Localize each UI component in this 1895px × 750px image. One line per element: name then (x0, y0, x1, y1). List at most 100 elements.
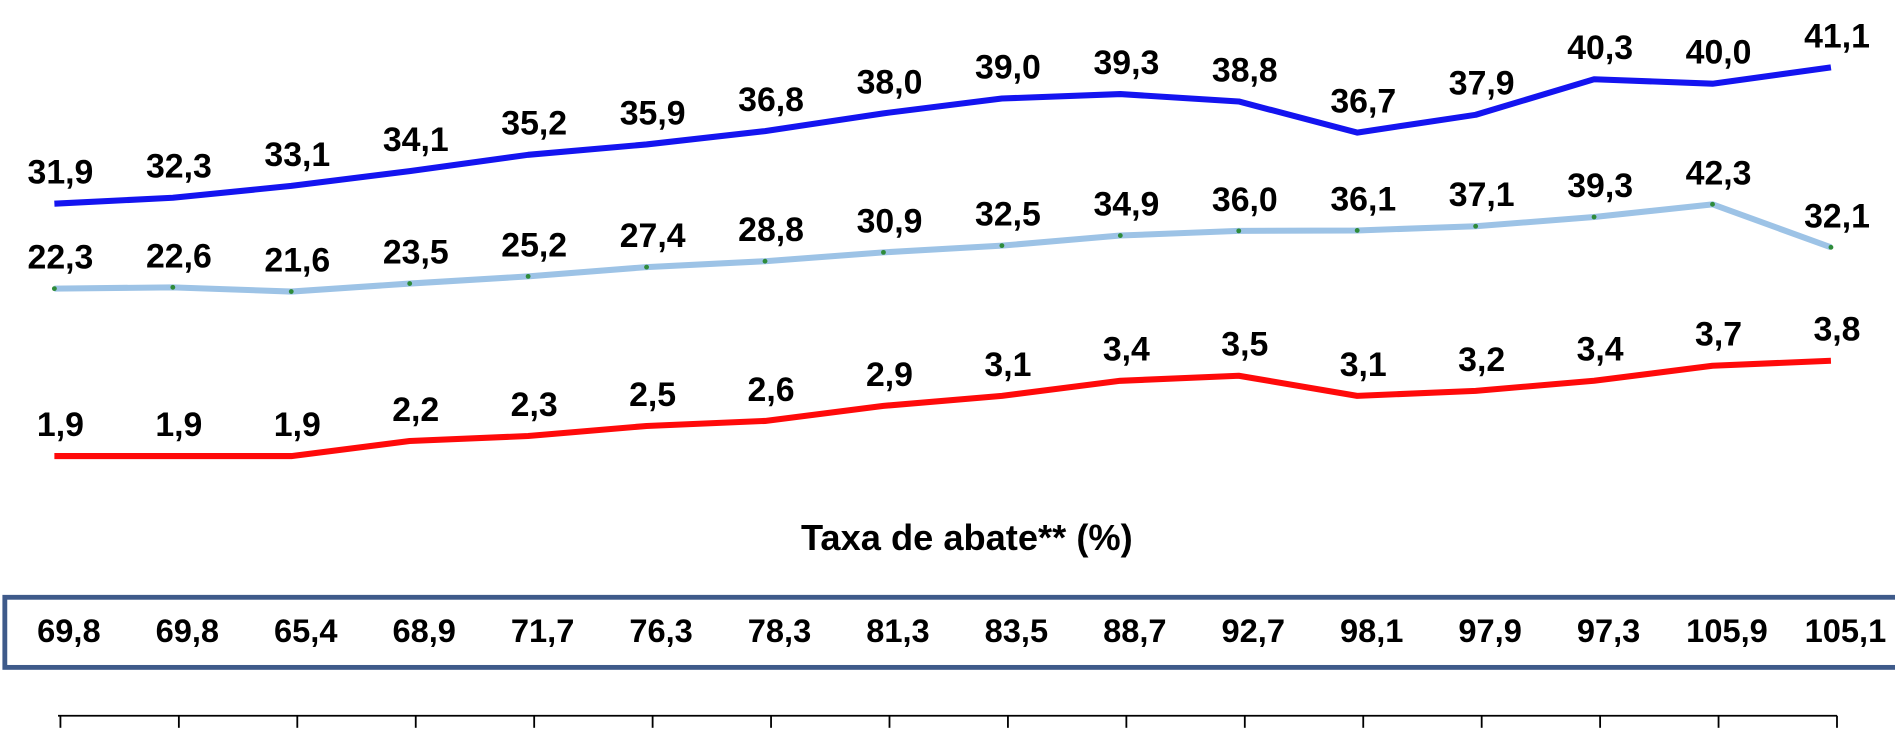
data-label: 39,3 (1093, 44, 1159, 82)
table-cell: 69,8 (156, 612, 220, 649)
data-label: 3,1 (984, 346, 1031, 384)
data-label: 1,9 (274, 406, 321, 444)
point-marker (288, 289, 294, 294)
table-cell: 88,7 (1103, 612, 1167, 649)
data-label: 36,8 (738, 81, 804, 119)
x-tick-label: 2016 (1682, 740, 1755, 745)
data-label: 2,5 (629, 376, 676, 414)
data-label: 31,9 (28, 154, 94, 192)
point-marker (1236, 228, 1242, 234)
data-label: 23,5 (383, 233, 449, 271)
table-title: Taxa de abate** (%) (801, 517, 1133, 558)
point-marker (1473, 223, 1479, 229)
x-tick-label: 2007 (616, 740, 689, 745)
data-label: 3,5 (1221, 326, 1268, 364)
data-label: 1,9 (155, 406, 202, 444)
data-label: 38,8 (1212, 51, 1278, 89)
series-line (54, 357, 1832, 460)
data-label: 38,0 (857, 63, 923, 101)
table-cell: 98,1 (1340, 612, 1404, 649)
data-label: 36,0 (1212, 181, 1278, 219)
table-cell: 71,7 (511, 612, 575, 649)
point-marker (1710, 201, 1715, 207)
point-marker (525, 273, 531, 279)
point-marker (170, 284, 176, 290)
data-label: 39,0 (975, 48, 1041, 86)
data-label: 37,1 (1449, 176, 1515, 214)
point-marker (999, 243, 1005, 249)
data-label: 37,9 (1449, 65, 1515, 103)
data-label: 36,1 (1330, 180, 1396, 218)
data-label: 2,3 (511, 386, 558, 424)
x-tick-label: 2013 (1327, 740, 1400, 745)
x-tick-label: 2004 (261, 740, 334, 745)
data-label: 33,1 (264, 136, 330, 174)
table-cell: 97,3 (1577, 612, 1641, 649)
data-label: 3,2 (1458, 341, 1505, 379)
table-cell: 97,9 (1458, 612, 1522, 649)
series-line (54, 201, 1832, 295)
series-line (54, 64, 1832, 207)
point-marker (1828, 244, 1834, 250)
table-cell: 105,9 (1686, 612, 1768, 649)
data-label: 35,2 (501, 105, 567, 143)
data-label: 27,4 (620, 217, 686, 255)
data-label: 34,1 (383, 121, 449, 159)
point-marker (762, 258, 768, 264)
x-tick-label: 2008 (735, 740, 808, 745)
point-marker (881, 249, 886, 255)
x-tick-label: 2002 (24, 740, 97, 745)
data-label: 3,8 (1813, 311, 1860, 349)
data-label: 36,7 (1330, 83, 1396, 121)
x-tick-label: 2010 (972, 740, 1045, 745)
data-label: 22,3 (28, 239, 94, 277)
x-tick-label: 2011 (1091, 740, 1162, 745)
table-cell: 78,3 (748, 612, 812, 649)
data-label: 3,4 (1103, 331, 1150, 369)
point-marker (644, 264, 649, 270)
table-cell: 76,3 (629, 612, 693, 649)
data-label: 2,6 (748, 371, 795, 409)
x-tick-label: 2006 (498, 740, 571, 745)
data-label: 40,0 (1686, 34, 1752, 72)
data-label: 30,9 (857, 202, 923, 240)
data-label: 1,9 (37, 406, 84, 444)
table-cell: 68,9 (392, 612, 456, 649)
x-tick-label: 2015 (1564, 740, 1637, 745)
data-label: 22,6 (146, 237, 212, 275)
table-cell: 92,7 (1222, 612, 1286, 649)
data-label: 41,1 (1804, 17, 1870, 55)
x-tick-label: 2014 (1445, 740, 1518, 745)
x-tick-label: 2012 (1209, 740, 1282, 745)
point-marker (1117, 233, 1123, 238)
x-tick-label: 2003 (143, 740, 216, 745)
table-cell: 69,8 (37, 612, 101, 649)
data-label: 3,1 (1340, 346, 1387, 384)
x-tick-label: 2009 (853, 740, 926, 745)
point-marker (1354, 228, 1360, 233)
data-label: 32,3 (146, 148, 212, 186)
data-label: 21,6 (264, 241, 330, 279)
data-label: 3,4 (1577, 331, 1624, 369)
point-marker (407, 281, 413, 286)
data-label: 2,2 (392, 391, 439, 429)
data-label: 3,7 (1695, 316, 1742, 354)
x-tick-label: 2005 (379, 740, 452, 745)
table-cell: 105,1 (1805, 612, 1887, 649)
data-label: 32,1 (1804, 197, 1870, 235)
data-label: 32,5 (975, 196, 1041, 234)
table-cell: 81,3 (866, 612, 930, 649)
data-label: 35,9 (620, 94, 686, 132)
data-label: 40,3 (1567, 29, 1633, 67)
table-cell: 83,5 (985, 612, 1049, 649)
data-label: 34,9 (1093, 185, 1159, 223)
table-box (2, 594, 1895, 670)
data-label: 39,3 (1567, 167, 1633, 205)
data-label: 2,9 (866, 356, 913, 394)
point-marker (1591, 214, 1597, 220)
point-marker (51, 286, 57, 292)
data-label: 42,3 (1686, 154, 1752, 192)
x-tick-label: 2017 (1801, 740, 1874, 745)
